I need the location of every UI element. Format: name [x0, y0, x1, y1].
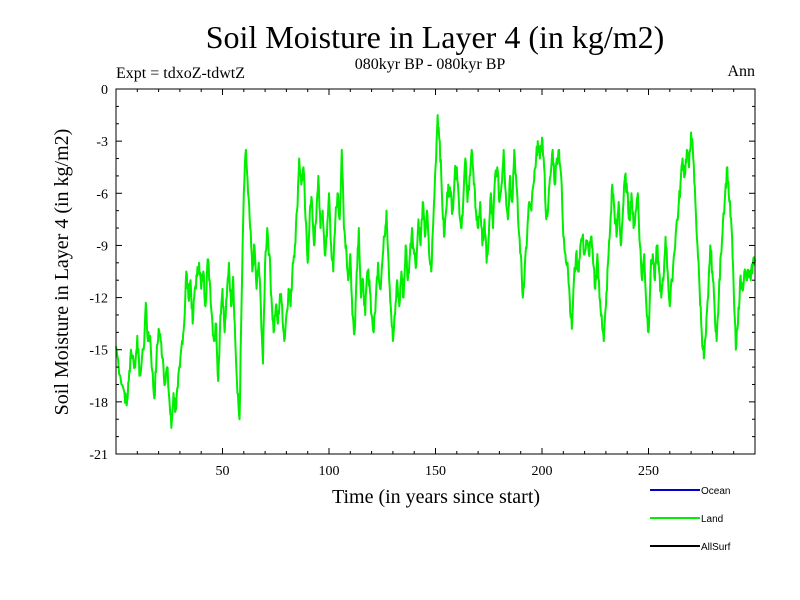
- legend-label-ocean: Ocean: [701, 486, 730, 497]
- chart-title: Soil Moisture in Layer 4 (in kg/m2): [206, 19, 665, 55]
- experiment-label: Expt = tdxoZ-tdwtZ: [116, 65, 245, 82]
- plot-area: [115, 88, 756, 455]
- y-axis: 0 -3 -6 -9 -12 -15 -18 -21: [89, 83, 755, 463]
- period-label: Ann: [727, 63, 755, 80]
- y-tick-label: -3: [96, 135, 108, 150]
- chart-subtitle: 080kyr BP - 080kyr BP: [355, 56, 506, 73]
- series-line-land: [115, 114, 756, 429]
- y-tick-label: 0: [101, 83, 108, 98]
- x-tick-label: 100: [319, 464, 340, 479]
- legend-label-allsurf: AllSurf: [701, 542, 731, 553]
- y-tick-label: -6: [96, 187, 108, 202]
- y-tick-label: -21: [89, 448, 108, 463]
- x-tick-label: 250: [638, 464, 659, 479]
- y-tick-label: -9: [96, 239, 108, 254]
- x-tick-label: 50: [216, 464, 230, 479]
- y-tick-label: -15: [89, 344, 108, 359]
- x-tick-label: 150: [425, 464, 446, 479]
- legend: Ocean Land AllSurf: [650, 486, 731, 553]
- x-axis-label: Time (in years since start): [332, 486, 540, 508]
- y-axis-label: Soil Moisture in Layer 4 (in kg/m2): [51, 129, 73, 416]
- x-axis: 50 100 150 200 250: [136, 89, 735, 479]
- x-tick-label: 200: [532, 464, 553, 479]
- y-tick-label: -18: [89, 396, 108, 411]
- y-tick-label: -12: [89, 292, 108, 307]
- legend-label-land: Land: [701, 514, 723, 525]
